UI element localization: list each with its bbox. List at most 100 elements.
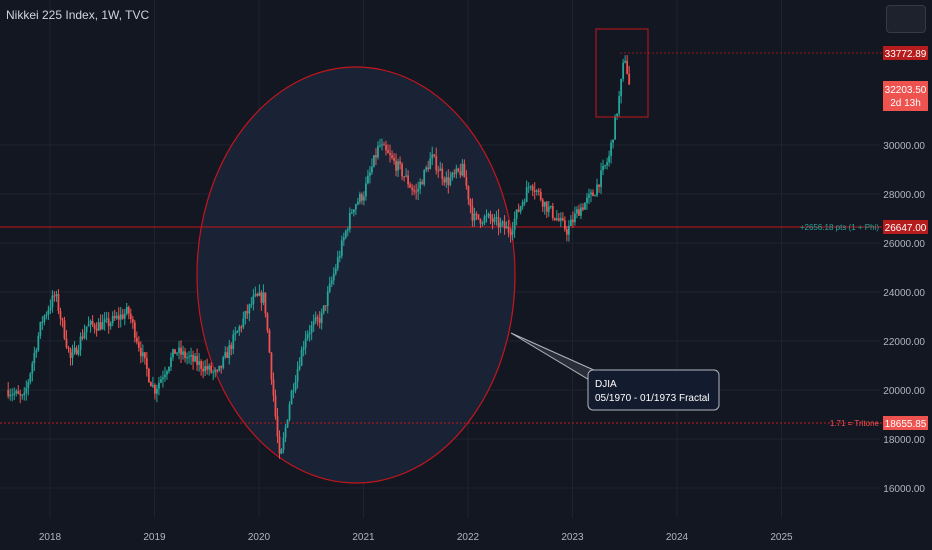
candle-body [547, 206, 550, 212]
candle-body [99, 322, 102, 330]
candle-body [256, 293, 259, 296]
candle-body [162, 377, 164, 380]
candle-body [431, 154, 434, 159]
candle-body [119, 314, 122, 320]
candle-body [226, 352, 229, 359]
time-axis[interactable]: 2018 2019 2020 2021 2022 2023 2024 2025 [39, 532, 793, 543]
candle-body [91, 320, 94, 325]
candle-body [465, 177, 468, 186]
candle-body [322, 305, 325, 313]
candle-body [433, 154, 436, 157]
candle-body [475, 213, 478, 215]
candle-body [565, 229, 568, 235]
candle-body [125, 307, 128, 314]
candle-body [294, 381, 297, 391]
candle-body [600, 170, 602, 187]
candle-body [582, 207, 584, 210]
candle-body [222, 357, 225, 368]
candle-body [206, 366, 209, 370]
candle-body [160, 379, 162, 383]
candle-body [572, 219, 574, 223]
candle-body [395, 160, 397, 171]
candle-body [553, 217, 556, 220]
candle-body [590, 192, 592, 195]
candle-body [13, 393, 16, 395]
candle-body [624, 60, 627, 63]
time-tick-label: 2020 [248, 532, 271, 543]
candle-body [198, 361, 201, 365]
candle-body [485, 215, 488, 217]
candle-body [288, 404, 291, 420]
phi-level-label: +2656.18 pts (1 + Phi) [800, 223, 880, 232]
candlestick-series [7, 55, 631, 459]
candle-body [57, 294, 60, 312]
time-tick-label: 2018 [39, 532, 62, 543]
candle-body [274, 395, 277, 417]
candle-body [73, 347, 76, 353]
candle-body [266, 313, 269, 331]
phi-level-price: 26647.00 [885, 223, 927, 234]
candle-body [296, 369, 299, 382]
candle-body [230, 345, 233, 350]
price-axis[interactable]: 30000.00 28000.00 26000.00 24000.00 22000.00… [883, 141, 925, 495]
candle-body [365, 183, 367, 197]
candle-body [487, 214, 490, 216]
candle-body [9, 394, 12, 397]
candle-body [491, 218, 494, 222]
candle-body [240, 326, 243, 328]
candle-body [113, 316, 116, 319]
candle-body [523, 201, 526, 203]
callout-box[interactable] [587, 369, 720, 411]
candle-body [21, 395, 24, 397]
candle-body [17, 391, 20, 394]
candle-body [29, 373, 32, 382]
candle-body [137, 341, 140, 348]
candle-body [330, 280, 333, 284]
candle-body [170, 357, 172, 367]
candle-body [616, 113, 619, 117]
candle-body [51, 295, 54, 308]
candle-body [567, 225, 570, 235]
candle-body [236, 330, 239, 333]
fractal-ellipse[interactable] [196, 66, 516, 484]
candle-body [75, 347, 78, 355]
candle-body [541, 199, 544, 207]
candle-body [413, 189, 416, 192]
candle-body [533, 190, 536, 192]
candle-body [272, 379, 275, 396]
candle-body [463, 163, 466, 178]
candle-body [186, 357, 188, 359]
time-tick-label: 2025 [770, 532, 793, 543]
candle-body [166, 371, 168, 375]
last-price-badge [883, 81, 928, 111]
candle-body [316, 317, 319, 319]
candle-body [551, 206, 554, 218]
candle-body [19, 393, 22, 396]
candle-body [89, 320, 92, 325]
price-tick-label: 24000.00 [883, 288, 925, 299]
candle-body [196, 356, 199, 365]
candle-body [63, 320, 66, 339]
candle-body [527, 187, 530, 189]
tritone-level-badge [883, 416, 928, 430]
candle-body [441, 168, 444, 179]
candle-body [598, 184, 600, 187]
candle-body [499, 222, 502, 228]
toolbar-button[interactable] [886, 5, 926, 33]
candle-body [234, 332, 237, 335]
candle-body [228, 345, 231, 359]
candle-body [569, 219, 572, 226]
candle-body [555, 218, 558, 220]
candle-body [467, 185, 470, 200]
candle-body [417, 188, 420, 192]
candle-body [284, 427, 287, 438]
candle-body [379, 145, 381, 147]
highlight-rectangle[interactable] [595, 28, 649, 118]
candle-body [200, 361, 203, 369]
candle-body [123, 313, 126, 319]
candle-body [67, 347, 70, 349]
candle-body [419, 181, 422, 189]
candle-body [596, 184, 598, 196]
candle-body [543, 201, 546, 207]
